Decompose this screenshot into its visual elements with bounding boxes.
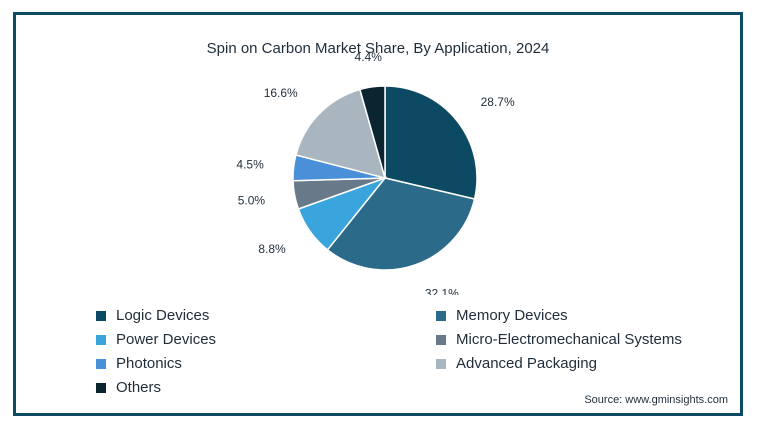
legend-swatch [436, 358, 446, 369]
legend-swatch [436, 334, 446, 345]
legend-swatch [96, 358, 106, 369]
pie-data-label: 4.5% [236, 157, 264, 171]
legend-label: Power Devices [116, 331, 217, 348]
source-note: Source: www.gminsights.com [584, 394, 728, 406]
pie-slice-logic-devices [384, 85, 478, 200]
pie-data-label: 32.1% [425, 286, 459, 295]
legend-swatch [96, 310, 106, 321]
pie-data-label: 16.6% [264, 86, 298, 100]
legend-label: Logic Devices [116, 307, 210, 324]
legend-item-others: Others [96, 379, 436, 396]
legend-item-mems: Micro-Electromechanical Systems [436, 331, 716, 348]
legend-label: Micro-Electromechanical Systems [456, 331, 682, 348]
legend-label: Memory Devices [456, 307, 568, 324]
legend-label: Others [116, 379, 162, 396]
pie-slice-advanced-packaging [295, 88, 387, 180]
legend: Logic Devices Memory Devices Power Devic… [96, 307, 716, 396]
chart-frame: Spin on Carbon Market Share, By Applicat… [13, 12, 743, 416]
legend-item-power-devices: Power Devices [96, 331, 436, 348]
legend-swatch [436, 310, 446, 321]
legend-item-photonics: Photonics [96, 355, 436, 372]
legend-item-memory-devices: Memory Devices [436, 307, 716, 324]
legend-swatch [96, 334, 106, 345]
pie-slice-memory-devices [326, 177, 476, 271]
pie-data-label: 8.8% [258, 242, 286, 256]
pie-data-label: 4.4% [355, 50, 383, 64]
pie-chart: 28.7% 32.1% 8.8% 5.0% 4.5% 16.6% 4.4% [236, 50, 515, 295]
pie-data-label: 5.0% [238, 194, 266, 208]
chart-title: Spin on Carbon Market Share, By Applicat… [206, 40, 550, 57]
legend-item-advanced-packaging: Advanced Packaging [436, 355, 716, 372]
pie-data-label: 28.7% [481, 95, 515, 109]
legend-item-logic-devices: Logic Devices [96, 307, 436, 324]
legend-label: Advanced Packaging [456, 355, 597, 372]
pie-slice-others [358, 85, 386, 179]
legend-label: Photonics [116, 355, 182, 372]
legend-swatch [96, 382, 106, 393]
